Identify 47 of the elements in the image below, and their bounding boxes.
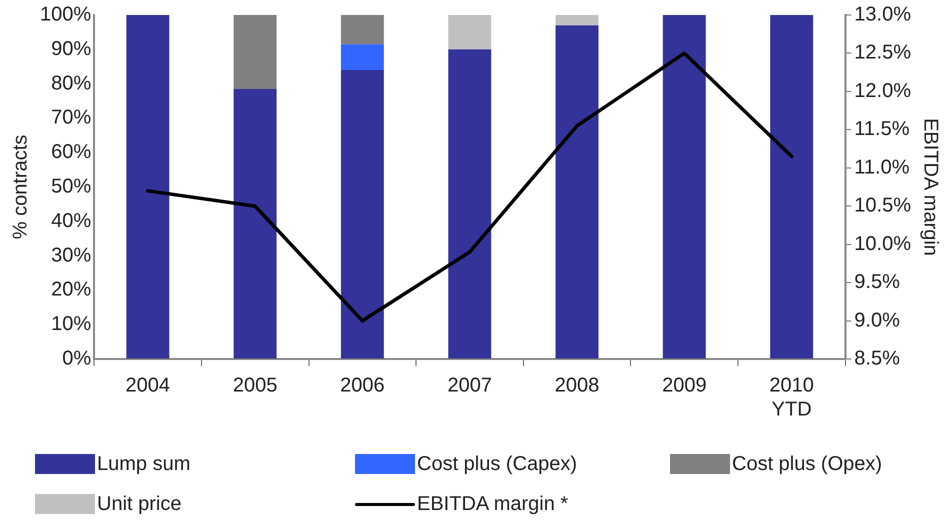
bar bbox=[556, 25, 598, 358]
legend-label: Unit price bbox=[97, 492, 182, 516]
y-tick-label: 80% bbox=[51, 72, 92, 94]
bar bbox=[448, 49, 492, 358]
legend-label: EBITDA margin * bbox=[417, 492, 568, 516]
x-tick-label: 2005 bbox=[232, 374, 278, 397]
x-tick-label: 2007 bbox=[447, 374, 492, 397]
y2-tick-label: 11.5% bbox=[854, 118, 910, 140]
bar bbox=[448, 15, 492, 50]
y-tick-label: 0% bbox=[62, 348, 92, 370]
x-tick-label: 2004 bbox=[126, 374, 170, 397]
y2-tick-label: 12.5% bbox=[854, 42, 912, 64]
y2-tick-label: 9.5% bbox=[854, 271, 900, 294]
bar bbox=[556, 15, 598, 26]
y-tick-label: 100% bbox=[40, 4, 92, 26]
y-axis-title: % contracts bbox=[10, 134, 32, 240]
y-tick-label: 20% bbox=[51, 278, 92, 301]
y2-tick-label: 11.0% bbox=[854, 156, 910, 178]
legend-label: Cost plus (Capex) bbox=[417, 452, 578, 476]
x-tick-label: 2009 bbox=[662, 374, 707, 397]
y2-tick-label: 8.5% bbox=[854, 348, 900, 370]
y2-axis-title: EBITDA margin bbox=[919, 118, 942, 256]
bar bbox=[234, 88, 277, 358]
y-tick-label: 40% bbox=[51, 210, 92, 232]
bar bbox=[126, 15, 170, 358]
y2-tick-label: 10.5% bbox=[854, 194, 912, 217]
bar bbox=[340, 15, 384, 44]
y-tick-label: 60% bbox=[51, 141, 92, 164]
bar bbox=[770, 15, 814, 358]
legend-label: Lump sum bbox=[97, 452, 190, 476]
y2-tick-label: 12.0% bbox=[854, 80, 912, 102]
y-tick-label: 70% bbox=[51, 106, 92, 129]
bar bbox=[340, 44, 384, 70]
x-tick-label: 2010 YTD bbox=[769, 374, 814, 421]
bar bbox=[234, 15, 277, 89]
legend-label: Cost plus (Opex) bbox=[732, 452, 882, 476]
bar bbox=[662, 15, 706, 358]
y2-tick-label: 9.0% bbox=[854, 309, 900, 332]
y-tick-label: 50% bbox=[51, 176, 92, 198]
y2-tick-label: 10.0% bbox=[854, 232, 912, 255]
y-tick-label: 30% bbox=[51, 244, 92, 266]
bar bbox=[340, 70, 384, 358]
y-tick-label: 10% bbox=[51, 313, 92, 336]
x-tick-label: 2006 bbox=[340, 374, 385, 397]
x-tick-label: 2008 bbox=[554, 374, 600, 397]
y-tick-label: 90% bbox=[51, 38, 92, 60]
y2-tick-label: 13.0% bbox=[854, 4, 912, 26]
